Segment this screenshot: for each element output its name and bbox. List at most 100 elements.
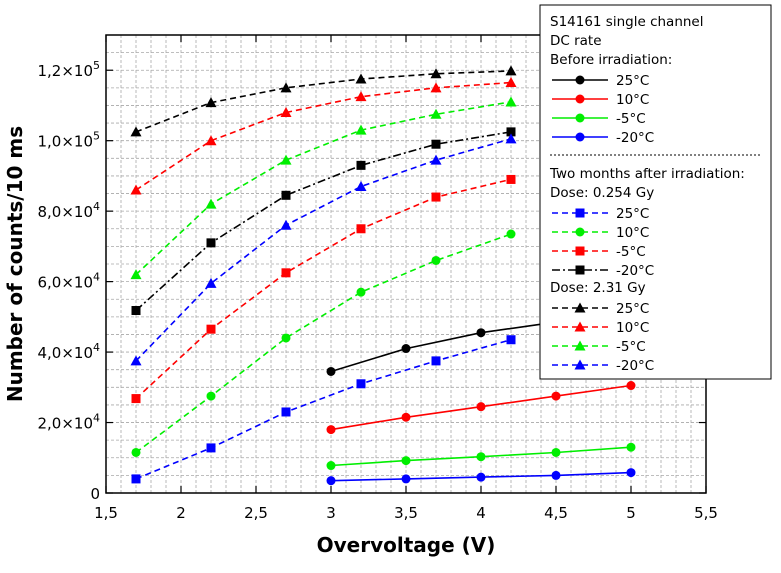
data-point [131, 306, 141, 316]
legend-label: -20°C [616, 130, 654, 146]
legend-marker [574, 321, 586, 332]
data-point [476, 328, 486, 338]
legend-label: 25°C [616, 73, 649, 89]
data-point [505, 133, 517, 144]
data-point [326, 425, 336, 435]
data-point [356, 379, 366, 389]
data-point [626, 381, 636, 391]
series-line [135, 178, 512, 400]
legend-label: 10°C [616, 92, 649, 108]
y-tick-label: 1,0×105 [37, 130, 100, 151]
data-point [505, 77, 517, 88]
legend-dose-title: Dose: 0.254 Gy [550, 185, 654, 201]
legend-marker [575, 227, 585, 237]
data-point [205, 277, 217, 288]
legend-entry: 10°C [552, 320, 649, 336]
legend-header-text: Before irradiation: [550, 52, 672, 68]
data-point [505, 65, 517, 76]
x-axis-title: Overvoltage (V) [317, 533, 496, 557]
data-point [280, 154, 292, 165]
data-point [626, 442, 636, 452]
series-dose2-10 [130, 96, 517, 280]
data-point [551, 447, 561, 457]
axis-ticks: 1,5 2 2,5 3 3,5 4 4,5 5 5,5 0 2,0×104 4,0×104 6,0×10… [37, 35, 718, 522]
data-point [280, 107, 292, 118]
data-point [131, 394, 141, 404]
data-point [356, 224, 366, 234]
legend-marker [575, 265, 585, 275]
x-tick-label: 3,5 [394, 504, 418, 522]
data-point [355, 91, 367, 102]
y-tick-label: 8,0×104 [37, 200, 100, 221]
y-axis-title: Number of counts/10 ms [3, 126, 27, 402]
data-point [355, 180, 367, 191]
data-point [281, 333, 291, 343]
x-tick-label: 5,5 [694, 504, 718, 522]
legend-label: 25°C [616, 206, 649, 222]
data-point [206, 391, 216, 401]
legend-header-text: S14161 single channel [550, 14, 703, 30]
legend-label: 10°C [616, 320, 649, 336]
legend-dose-title: Dose: 2.31 Gy [550, 280, 646, 296]
x-tick-label: 2,5 [244, 504, 268, 522]
legend-marker [575, 246, 585, 256]
data-point [130, 269, 142, 280]
data-point [206, 324, 216, 334]
series-dose1-5 [131, 229, 516, 457]
data-point [430, 108, 442, 119]
legend-entry: 10°C [552, 225, 649, 241]
series-line [135, 233, 512, 454]
data-point [506, 174, 516, 184]
data-point [280, 82, 292, 93]
series-before-1 [326, 381, 636, 435]
data-point [130, 355, 142, 366]
data-point [506, 335, 516, 345]
legend-entry: -5°C [552, 111, 646, 127]
data-point [131, 474, 141, 484]
legend-marker [575, 75, 585, 85]
data-point [280, 219, 292, 230]
legend-entry: 25°C [552, 301, 649, 317]
legend-marker [575, 208, 585, 218]
legend-label: -5°C [616, 111, 646, 127]
y-tick-label: 4,0×104 [37, 341, 100, 362]
data-point [326, 366, 336, 376]
legend-entry: -20°C [552, 358, 654, 374]
series-dose1-4 [131, 335, 516, 484]
series-line [135, 338, 512, 480]
series-dose2-11 [130, 133, 517, 366]
data-point [326, 476, 336, 486]
data-point [551, 391, 561, 401]
data-point [355, 124, 367, 135]
data-point [401, 456, 411, 466]
data-point [431, 356, 441, 366]
data-point [205, 198, 217, 209]
legend-label: 25°C [616, 301, 649, 317]
x-tick-label: 4 [476, 504, 486, 522]
data-point [626, 468, 636, 478]
series-before-2 [326, 442, 636, 471]
legend-marker [574, 302, 586, 313]
data-point [356, 160, 366, 170]
data-point [431, 255, 441, 265]
series-line [135, 81, 512, 191]
legend-entry: -5°C [552, 339, 646, 355]
series-line [135, 138, 512, 362]
series-line [135, 70, 512, 133]
data-point [401, 474, 411, 484]
data-point [281, 407, 291, 417]
data-point [205, 135, 217, 146]
legend-marker [575, 132, 585, 142]
data-point [431, 192, 441, 202]
data-point [130, 184, 142, 195]
legend-marker [575, 94, 585, 104]
legend-section-title: Two months after irradiation: [549, 166, 745, 182]
data-point [130, 126, 142, 137]
legend-label: -5°C [616, 244, 646, 260]
data-point [401, 412, 411, 422]
data-point [506, 229, 516, 239]
data-point [206, 443, 216, 453]
legend-entry: 25°C [552, 206, 649, 222]
legend-entry: 25°C [552, 73, 649, 89]
legend-entry: 10°C [552, 92, 649, 108]
